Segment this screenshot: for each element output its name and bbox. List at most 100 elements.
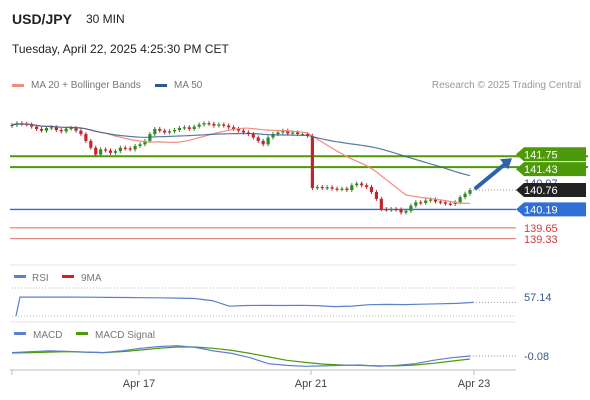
rsi-legend-swatch — [14, 275, 26, 278]
datetime-label: Tuesday, April 22, 2025 4:25:30 PM CET — [12, 42, 229, 56]
candle-body — [429, 199, 433, 201]
candle-body — [79, 130, 83, 135]
candle-body — [399, 209, 403, 213]
ma50-swatch — [155, 84, 167, 87]
macd-signal-legend-swatch — [76, 332, 88, 335]
candle-body — [99, 149, 103, 155]
pair-title: USD/JPY — [12, 11, 72, 27]
candle-body — [325, 187, 329, 189]
forecast-arrow-head — [500, 158, 512, 170]
candle-body — [89, 140, 93, 148]
candle-body — [291, 132, 295, 134]
candle-body — [232, 127, 236, 129]
candle-body — [143, 140, 147, 145]
legend-ma20-label: MA 20 + Bollinger Bands — [31, 80, 141, 91]
candle-body — [227, 125, 231, 128]
candle-body — [54, 127, 58, 130]
candle-body — [379, 198, 383, 210]
rsi-value-label: 57.14 — [524, 292, 552, 304]
candle-body — [364, 185, 369, 187]
candle-body — [350, 185, 354, 190]
candle-body — [49, 127, 53, 129]
x-tick-label: Apr 21 — [295, 378, 327, 390]
rsi-legend-label: RSI — [32, 273, 49, 284]
candle-body — [433, 199, 438, 202]
candle-body — [384, 209, 388, 211]
candle-body — [74, 127, 78, 131]
candle-body — [251, 134, 255, 138]
forecast-arrow — [474, 161, 508, 190]
candle-body — [330, 187, 334, 189]
candle-body — [241, 130, 246, 133]
legend-ma50-label: MA 50 — [174, 80, 203, 91]
candle-body — [355, 183, 359, 186]
candle-body — [94, 147, 98, 155]
macd-legend-label: MACD — [33, 330, 62, 341]
candle-body — [44, 127, 49, 131]
candle-body — [167, 131, 172, 133]
level-tag — [516, 162, 586, 177]
rsi-ma-legend-swatch — [62, 275, 74, 278]
candle-body — [217, 124, 221, 126]
macd-signal-legend-label: MACD Signal — [95, 330, 155, 341]
candle-body — [59, 130, 63, 132]
level-tag — [516, 202, 586, 217]
candle-body — [443, 202, 447, 204]
candle-body — [128, 148, 132, 150]
candle-body — [271, 134, 275, 138]
candle-body — [404, 210, 408, 213]
candle-body — [212, 123, 216, 126]
level-label: 140.76 — [524, 185, 558, 197]
candle-body — [424, 200, 428, 203]
candle-body — [374, 192, 379, 199]
candle-body — [84, 134, 88, 141]
candle-body — [69, 127, 73, 130]
x-tick-label: Apr 17 — [123, 378, 155, 390]
macd-value-label: -0.08 — [524, 351, 549, 363]
macd-signal-line — [11, 346, 471, 367]
candle-body — [315, 186, 319, 189]
candle-body — [414, 202, 418, 206]
ma50-line — [11, 123, 471, 177]
level-label: 141.43 — [524, 164, 558, 176]
candle-body — [310, 135, 315, 188]
candle-body — [163, 130, 167, 133]
level-label: 141.75 — [524, 149, 558, 161]
candle-body — [10, 124, 14, 127]
candle-body — [458, 197, 462, 203]
level-tag — [516, 147, 586, 162]
candle-body — [320, 186, 324, 189]
candle-body — [340, 188, 344, 190]
candle-body — [453, 202, 457, 204]
candle-body — [276, 132, 280, 135]
candle-body — [389, 209, 393, 211]
candle-body — [133, 146, 137, 150]
candle-body — [286, 130, 290, 134]
candle-body — [123, 147, 127, 149]
candle-body — [172, 130, 177, 132]
candle-body — [153, 128, 157, 135]
candle-body — [177, 127, 182, 130]
candle-body — [468, 190, 472, 194]
candle-body — [409, 205, 413, 211]
level-tag — [516, 183, 586, 197]
candle-body — [296, 132, 300, 135]
candle-body — [261, 140, 265, 145]
candle-body — [463, 193, 467, 198]
candle-body — [207, 123, 211, 125]
candle-body — [113, 151, 118, 153]
candle-body — [335, 188, 339, 190]
candle-body — [197, 124, 201, 127]
candle-body — [30, 124, 34, 127]
credit-label: Research © 2025 Trading Central — [431, 80, 581, 91]
level-label: 139.65 — [524, 223, 558, 235]
candle-body — [281, 130, 285, 133]
macd-line — [11, 345, 471, 367]
candle-body — [64, 128, 68, 132]
candle-body — [103, 149, 108, 151]
timeframe-label: 30 MIN — [86, 12, 125, 26]
candle-body — [448, 203, 452, 205]
candle-body — [138, 144, 142, 147]
candle-body — [345, 188, 349, 190]
